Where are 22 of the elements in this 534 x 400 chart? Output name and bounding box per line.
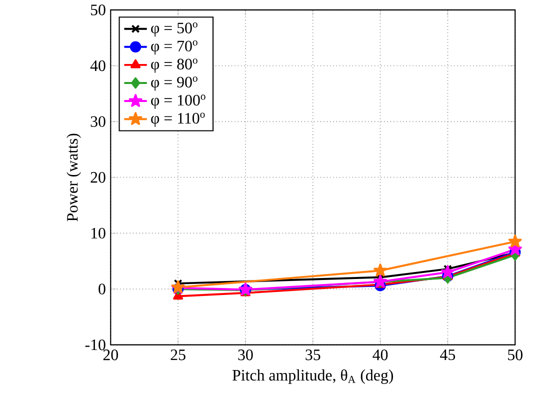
legend-label: φ = 50$^{o}$ — [151, 22, 198, 37]
x-tick-label: 30 — [238, 350, 253, 360]
legend-label: φ = 100$^{o}$ — [151, 94, 206, 110]
y-tick-label: 50 — [90, 4, 106, 16]
legend-label: φ = 90$^{o}$ — [151, 76, 198, 92]
x-tick-label: 50 — [508, 350, 522, 360]
x-tick-label: 35 — [306, 350, 320, 360]
x-tick-label: 45 — [440, 350, 456, 360]
y-tick-label: 40 — [90, 60, 106, 72]
x-tick-label: 25 — [170, 350, 186, 360]
x-axis-title: Pitch amplitude, θ$_{A}$ (deg) — [232, 370, 394, 384]
legend-label: φ = 70$^{o}$ — [151, 40, 198, 55]
y-axis-title: Power (watts) — [66, 134, 81, 222]
legend-label: φ = 80$^{o}$ — [151, 58, 198, 73]
y-tick-label: -10 — [85, 340, 106, 350]
x-tick-label: 40 — [372, 350, 388, 360]
y-tick-label: 30 — [90, 116, 106, 128]
x-tick-label: 20 — [103, 350, 118, 360]
y-tick-label: 20 — [90, 172, 106, 183]
y-tick-label: 10 — [91, 228, 106, 239]
y-tick-label: 0 — [98, 284, 106, 295]
legend-label: φ = 110$^{o}$ — [151, 112, 205, 128]
